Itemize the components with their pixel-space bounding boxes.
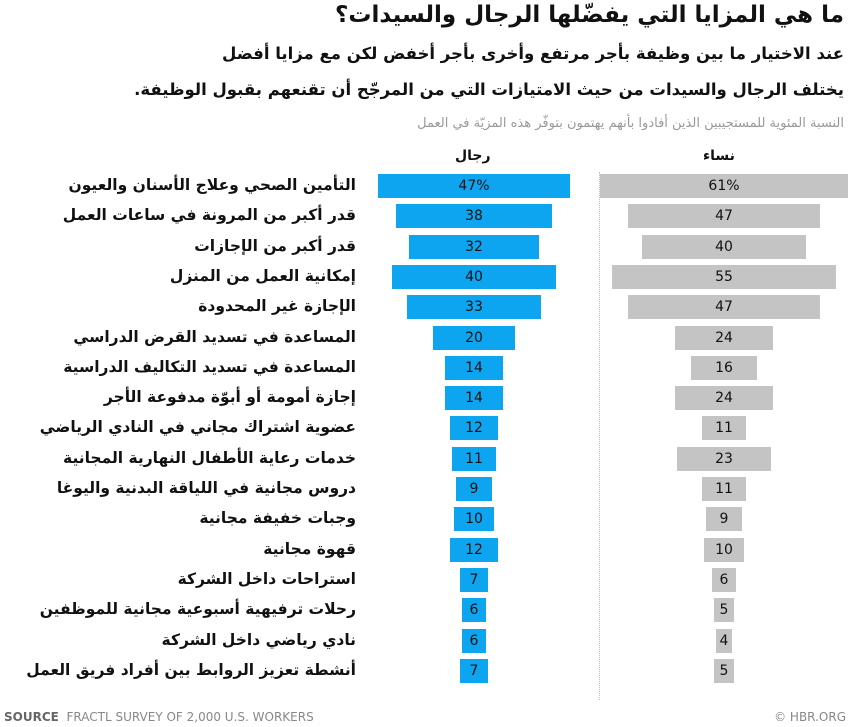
data-label: 11 (465, 450, 483, 467)
data-label: 61% (708, 178, 740, 194)
category-label: قدر أكبر من المرونة في ساعات العمل (62, 206, 357, 225)
data-label: 4 (719, 632, 729, 649)
women-bar: 47 (628, 204, 820, 229)
men-bar: 7 (459, 658, 489, 683)
men-bar: 20 (433, 325, 515, 350)
data-label: 12 (465, 420, 483, 437)
men-bar: 7 (459, 567, 489, 592)
data-label: 40 (465, 268, 483, 285)
data-label: 47 (715, 208, 733, 225)
data-label: 6 (719, 571, 729, 588)
women-bar: 24 (675, 325, 773, 350)
category-label: استراحات داخل الشركة (177, 569, 357, 588)
data-label: 7 (469, 571, 479, 588)
women-bar: 5 (713, 658, 735, 683)
men-bar: 47% (378, 174, 570, 198)
men-bar: 6 (461, 598, 487, 623)
data-label: 47% (458, 178, 490, 194)
women-bar: 5 (713, 598, 735, 623)
men-bar: 10 (453, 507, 495, 532)
category-label: نادي رياضي داخل الشركة (161, 630, 357, 649)
women-bar: 9 (705, 507, 743, 532)
category-label: قدر أكبر من الإجازات (194, 236, 356, 255)
women-axis-line (599, 172, 600, 700)
source-label: SOURCE (4, 710, 59, 724)
category-label: المساعدة في تسديد القرض الدراسي (73, 327, 356, 346)
data-label: 16 (715, 359, 733, 376)
category-label: رحلات ترفيهية أسبوعية مجانية للموظفين (39, 600, 357, 619)
chart-title: ما هي المزايا التي يفضّلها الرجال والسيد… (334, 2, 845, 28)
category-label: الإجازة غير المحدودة (198, 297, 356, 316)
data-label: 55 (715, 268, 733, 285)
source-text: FRACTL SURVEY OF 2,000 U.S. WORKERS (66, 710, 314, 724)
category-label: دروس مجانية في اللياقة البدنية واليوغا (56, 479, 357, 497)
data-label: 33 (465, 299, 483, 316)
men-bar: 38 (396, 204, 552, 229)
men-bar: 40 (392, 264, 556, 289)
category-label: المساعدة في تسديد التكاليف الدراسية (63, 357, 356, 376)
data-label: 38 (465, 208, 483, 225)
data-label: 14 (465, 390, 483, 407)
men-bar: 14 (445, 386, 503, 411)
chart-subtitle-line-1: عند الاختيار ما بين وظيفة بأجر مرتفع وأخ… (222, 44, 844, 63)
footer-source: SOURCE FRACTL SURVEY OF 2,000 U.S. WORKE… (4, 710, 314, 724)
chart-subtitle-line-2: يختلف الرجال والسيدات من حيث الامتيازات … (134, 80, 844, 99)
data-label: 6 (469, 602, 479, 619)
data-label: 12 (465, 541, 483, 558)
category-label: خدمات رعاية الأطفال النهارية المجانية (63, 448, 356, 467)
men-bar: 14 (445, 355, 503, 380)
data-label: 5 (719, 662, 729, 679)
women-bar: 11 (701, 477, 747, 501)
data-label: 20 (465, 329, 483, 346)
women-bar: 55 (611, 264, 837, 289)
men-bar: 9 (455, 477, 493, 501)
category-label: وجبات خفيفة مجانية (199, 509, 356, 528)
men-bar: 6 (461, 628, 487, 653)
women-bar: 6 (711, 567, 737, 592)
data-label: 10 (465, 511, 483, 528)
chart-caption: النسبة المئوية للمستجيبين الذين أفادوا ب… (417, 116, 844, 131)
men-bar: 32 (408, 234, 540, 259)
data-label: 24 (715, 329, 733, 346)
women-bar: 61% (599, 174, 849, 198)
women-bar: 23 (677, 446, 771, 471)
women-bar: 40 (642, 234, 806, 259)
data-label: 6 (469, 632, 479, 649)
data-label: 23 (715, 450, 733, 467)
data-label: 7 (469, 662, 479, 679)
data-label: 24 (715, 390, 733, 407)
data-label: 11 (715, 481, 733, 497)
footer-copyright: © HBR.ORG (774, 710, 846, 724)
women-bar: 4 (715, 628, 733, 653)
women-bar: 16 (691, 355, 757, 380)
men-bar: 33 (406, 295, 542, 320)
category-label: قهوة مجانية (263, 539, 356, 558)
men-bar: 12 (449, 537, 499, 562)
category-label: إجازة أمومة أو أبوّة مدفوعة الأجر (103, 388, 357, 407)
data-label: 9 (469, 481, 479, 497)
data-label: 32 (465, 238, 483, 255)
category-label: أنشطة تعزيز الروابط بين أفراد فريق العمل (26, 660, 356, 679)
data-label: 11 (715, 420, 733, 437)
men-bar: 11 (451, 446, 497, 471)
data-label: 10 (715, 541, 733, 558)
data-label: 40 (715, 238, 733, 255)
data-label: 9 (719, 511, 729, 528)
category-label: إمكانية العمل من المنزل (169, 266, 357, 285)
men-bar: 12 (449, 416, 499, 441)
data-label: 14 (465, 359, 483, 376)
women-bar: 11 (701, 416, 747, 441)
legend-women: نساء (703, 148, 735, 164)
women-bar: 47 (628, 295, 820, 320)
category-label: عضوية اشتراك مجاني في النادي الرياضي (39, 418, 357, 437)
data-label: 47 (715, 299, 733, 316)
category-label: التأمين الصحي وعلاج الأسنان والعيون (68, 176, 356, 194)
legend-men: رجال (455, 148, 491, 164)
women-bar: 10 (703, 537, 745, 562)
women-bar: 24 (675, 386, 773, 411)
data-label: 5 (719, 602, 729, 619)
